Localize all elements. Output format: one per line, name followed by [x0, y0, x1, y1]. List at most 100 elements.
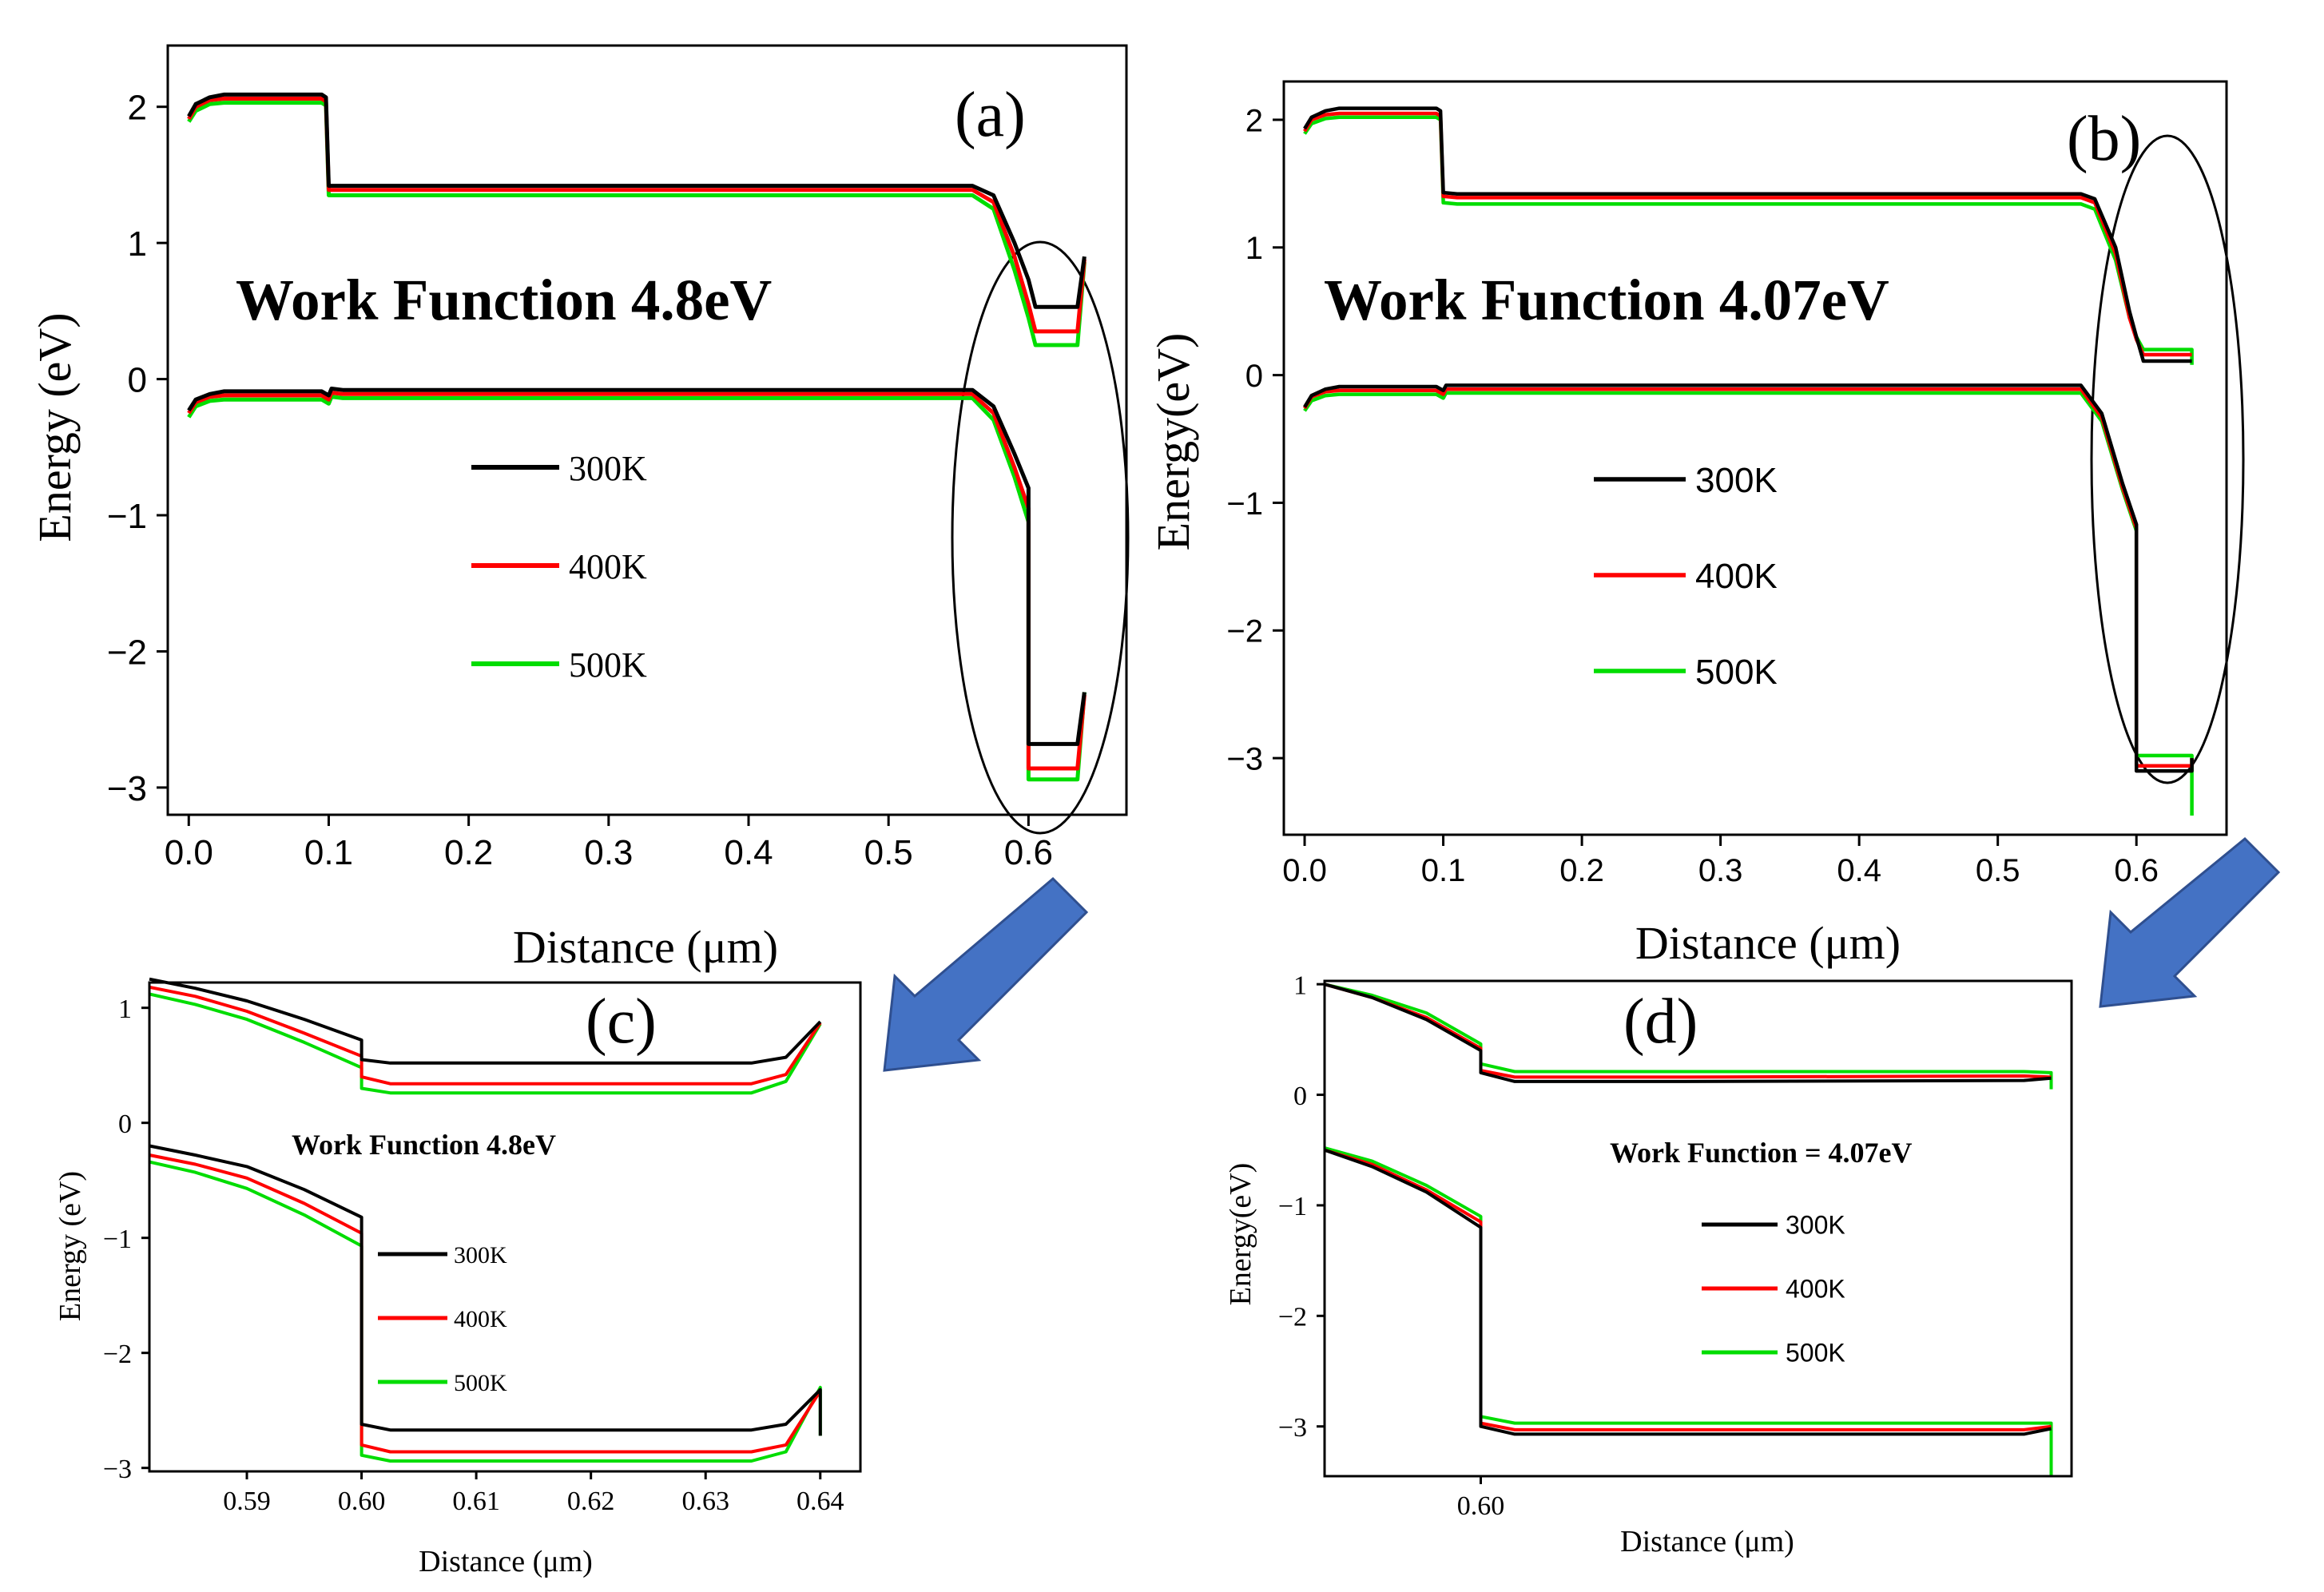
panel-c-x-tick-label: 0.60 [338, 1487, 386, 1516]
panel-b-highlight-ellipse [2090, 134, 2245, 784]
panel-a-highlight-ellipse [951, 240, 1130, 835]
panel-c-y-tick-label: −1 [103, 1225, 132, 1254]
panel-a-y-label: Energy (eV) [29, 312, 81, 542]
panel-b-x-tick-label: 0.3 [1698, 853, 1743, 888]
panel-a-annotation: Work Function 4.8eV [236, 268, 772, 332]
panel-a-plot-frame [166, 44, 1128, 816]
panel-a-y-tick-label: 2 [128, 89, 147, 128]
panel-b-y-tick-label: 2 [1245, 103, 1263, 138]
panel-d-series-400K-valence-band [1324, 1148, 2052, 1431]
panel-c-annotation: Work Function 4.8eV [292, 1129, 556, 1161]
panel-a-series-300K-conduction-band [187, 92, 1087, 309]
panel-b-x-label: Distance (μm) [1635, 917, 1901, 969]
panel-b-x-tick-label: 0.6 [2114, 853, 2159, 888]
panel-d-y-label: Energy(eV) [1224, 1163, 1257, 1306]
panel-c-legend-label-400K: 400K [454, 1306, 507, 1332]
panel-a-x-tick-label: 0.0 [165, 833, 213, 872]
panel-c-legend-label-500K: 500K [454, 1370, 507, 1396]
panel-c-y-tick-label: 1 [118, 995, 132, 1024]
panel-b-legend-label-400K: 400K [1695, 557, 1778, 596]
panel-d-series-500K-conduction-band [1324, 983, 2053, 1090]
panel-a-x-tick-label: 0.1 [304, 833, 353, 872]
panel-d: (d) Work Function = 4.07eV Distance (μm)… [1224, 971, 2073, 1558]
panel-d-series-300K-valence-band [1324, 1148, 2052, 1436]
panel-a-x-tick-label: 0.3 [584, 833, 633, 872]
panel-a-legend-label-400K: 400K [569, 547, 647, 586]
panel-c-series-400K-valence-band [149, 1153, 822, 1454]
panel-d-label: (d) [1623, 987, 1698, 1057]
panel-b: (b) Work Function 4.07eV Distance (μm) E… [1147, 80, 2245, 969]
panel-c-label: (c) [586, 987, 657, 1057]
panel-c-legend-label-300K: 300K [454, 1242, 507, 1268]
panel-b-y-tick-label: 0 [1245, 359, 1263, 394]
panel-c-plot-frame [148, 981, 862, 1473]
panel-c-x-tick-label: 0.63 [681, 1487, 729, 1516]
panel-a-x-label: Distance (μm) [513, 921, 778, 973]
panel-b-legend-label-500K: 500K [1695, 653, 1778, 692]
panel-c-x-tick-label: 0.64 [797, 1487, 844, 1516]
panel-c-series-500K-valence-band [149, 1160, 822, 1463]
panel-b-label: (b) [2067, 104, 2141, 174]
panel-b-series-300K-conduction-band [1303, 106, 2192, 363]
arrow-b-to-d-shape [2099, 836, 2281, 1008]
panel-a-label: (a) [955, 80, 1026, 150]
panel-c-y-tick-label: −3 [103, 1455, 132, 1484]
panel-a-series-400K-conduction-band [187, 97, 1087, 334]
panel-c-x-tick-label: 0.59 [223, 1487, 271, 1516]
arrow-b-to-d [2099, 836, 2281, 1008]
arrow-a-to-c [883, 876, 1089, 1072]
panel-b-series-500K-valence-band [1303, 391, 2194, 816]
panel-a-y-tick-label: 1 [128, 224, 147, 264]
panel-a-y-tick-label: −2 [107, 633, 147, 672]
arrow-a-to-c-shape [883, 876, 1089, 1072]
panel-b-series-300K-valence-band [1303, 383, 2194, 773]
panel-a-y-tick-label: −1 [107, 497, 147, 536]
panel-b-x-tick-label: 0.5 [1976, 853, 2020, 888]
panel-b-plot-frame [1282, 80, 2228, 836]
panel-b-legend-label-300K: 300K [1695, 461, 1778, 500]
panel-d-y-tick-label: −3 [1278, 1413, 1307, 1443]
panel-c-x-label: Distance (μm) [419, 1545, 593, 1578]
panel-b-x-tick-label: 0.4 [1837, 853, 1881, 888]
panel-d-y-tick-label: −2 [1278, 1303, 1307, 1332]
panel-d-series-300K-conduction-band [1324, 983, 2052, 1083]
panel-d-legend-label-500K: 500K [1786, 1339, 1845, 1368]
panel-d-x-tick-label: 0.60 [1457, 1491, 1505, 1521]
panel-b-x-tick-label: 0.2 [1559, 853, 1604, 888]
panel-d-annotation: Work Function = 4.07eV [1610, 1137, 1913, 1169]
panel-a-legend-label-500K: 500K [569, 645, 647, 685]
panel-a-y-tick-label: −3 [107, 769, 147, 808]
panel-d-plot-frame [1323, 979, 2073, 1478]
panel-c: (c) Work Function 4.8eV Distance (μm) En… [54, 977, 862, 1578]
panel-b-x-tick-label: 0.1 [1421, 853, 1466, 888]
panel-a-series-300K-valence-band [187, 387, 1087, 746]
panel-d-y-tick-label: −1 [1278, 1192, 1307, 1221]
panel-b-y-tick-label: −2 [1226, 614, 1263, 649]
panel-c-series-500K-conduction-band [149, 992, 822, 1095]
panel-b-annotation: Work Function 4.07eV [1324, 268, 1889, 332]
panel-a-x-tick-label: 0.4 [724, 833, 773, 872]
panel-b-y-tick-label: 1 [1245, 231, 1263, 266]
panel-a-x-tick-label: 0.2 [444, 833, 493, 872]
panel-c-y-label: Energy (eV) [54, 1171, 87, 1321]
panel-d-y-tick-label: 0 [1293, 1082, 1307, 1111]
panel-a-series-500K-conduction-band [187, 101, 1087, 347]
panel-c-series-300K-valence-band [149, 1144, 822, 1436]
panel-b-y-tick-label: −3 [1226, 742, 1263, 777]
panel-b-y-tick-label: −1 [1226, 486, 1263, 522]
panel-d-legend-label-300K: 300K [1786, 1211, 1845, 1240]
panel-c-x-tick-label: 0.61 [452, 1487, 500, 1516]
panel-a: (a) Work Function 4.8eV Distance (μm) En… [29, 44, 1130, 973]
panel-c-y-tick-label: −2 [103, 1340, 132, 1369]
panel-b-y-label: Energy(eV) [1147, 333, 1199, 551]
panel-d-x-label: Distance (μm) [1620, 1525, 1794, 1558]
panel-d-legend-label-400K: 400K [1786, 1275, 1845, 1304]
panel-c-series-300K-conduction-band [149, 977, 822, 1065]
panel-c-x-tick-label: 0.62 [567, 1487, 615, 1516]
panel-a-x-tick-label: 0.6 [1004, 833, 1053, 872]
panel-c-series-400K-conduction-band [149, 985, 822, 1086]
panel-b-x-tick-label: 0.0 [1282, 853, 1327, 888]
panel-a-legend-label-300K: 300K [569, 449, 647, 488]
panel-c-y-tick-label: 0 [118, 1110, 132, 1139]
